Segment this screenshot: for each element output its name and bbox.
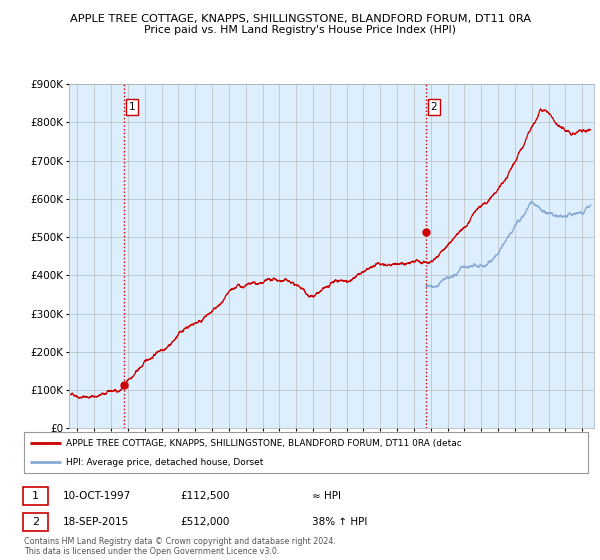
Text: 10-OCT-1997: 10-OCT-1997 (63, 491, 131, 501)
Text: APPLE TREE COTTAGE, KNAPPS, SHILLINGSTONE, BLANDFORD FORUM, DT11 0RA (detac: APPLE TREE COTTAGE, KNAPPS, SHILLINGSTON… (66, 439, 462, 448)
Text: 1: 1 (32, 491, 39, 501)
Text: Contains HM Land Registry data © Crown copyright and database right 2024.: Contains HM Land Registry data © Crown c… (24, 537, 336, 546)
Text: HPI: Average price, detached house, Dorset: HPI: Average price, detached house, Dors… (66, 458, 263, 466)
Text: Price paid vs. HM Land Registry's House Price Index (HPI): Price paid vs. HM Land Registry's House … (144, 25, 456, 35)
Text: 2: 2 (32, 517, 39, 527)
Text: £512,000: £512,000 (180, 517, 229, 527)
Text: This data is licensed under the Open Government Licence v3.0.: This data is licensed under the Open Gov… (24, 547, 280, 556)
Text: APPLE TREE COTTAGE, KNAPPS, SHILLINGSTONE, BLANDFORD FORUM, DT11 0RA: APPLE TREE COTTAGE, KNAPPS, SHILLINGSTON… (70, 14, 530, 24)
Text: ≈ HPI: ≈ HPI (312, 491, 341, 501)
Text: 2: 2 (430, 102, 437, 112)
Text: 1: 1 (128, 102, 135, 112)
Text: 38% ↑ HPI: 38% ↑ HPI (312, 517, 367, 527)
Text: 18-SEP-2015: 18-SEP-2015 (63, 517, 129, 527)
Text: £112,500: £112,500 (180, 491, 229, 501)
